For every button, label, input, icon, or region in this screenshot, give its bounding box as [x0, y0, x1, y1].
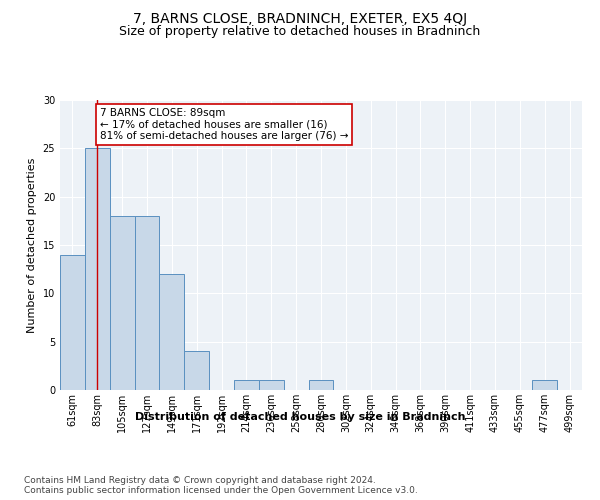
- Bar: [234, 380, 259, 390]
- Bar: [532, 380, 557, 390]
- Text: Size of property relative to detached houses in Bradninch: Size of property relative to detached ho…: [119, 25, 481, 38]
- Bar: [85, 148, 110, 390]
- Text: 7 BARNS CLOSE: 89sqm
← 17% of detached houses are smaller (16)
81% of semi-detac: 7 BARNS CLOSE: 89sqm ← 17% of detached h…: [100, 108, 348, 141]
- Text: Contains HM Land Registry data © Crown copyright and database right 2024.
Contai: Contains HM Land Registry data © Crown c…: [24, 476, 418, 495]
- Y-axis label: Number of detached properties: Number of detached properties: [27, 158, 37, 332]
- Bar: [134, 216, 160, 390]
- Text: 7, BARNS CLOSE, BRADNINCH, EXETER, EX5 4QJ: 7, BARNS CLOSE, BRADNINCH, EXETER, EX5 4…: [133, 12, 467, 26]
- Text: Distribution of detached houses by size in Bradninch: Distribution of detached houses by size …: [135, 412, 465, 422]
- Bar: [184, 352, 209, 390]
- Bar: [259, 380, 284, 390]
- Bar: [60, 254, 85, 390]
- Bar: [160, 274, 184, 390]
- Bar: [308, 380, 334, 390]
- Bar: [110, 216, 134, 390]
